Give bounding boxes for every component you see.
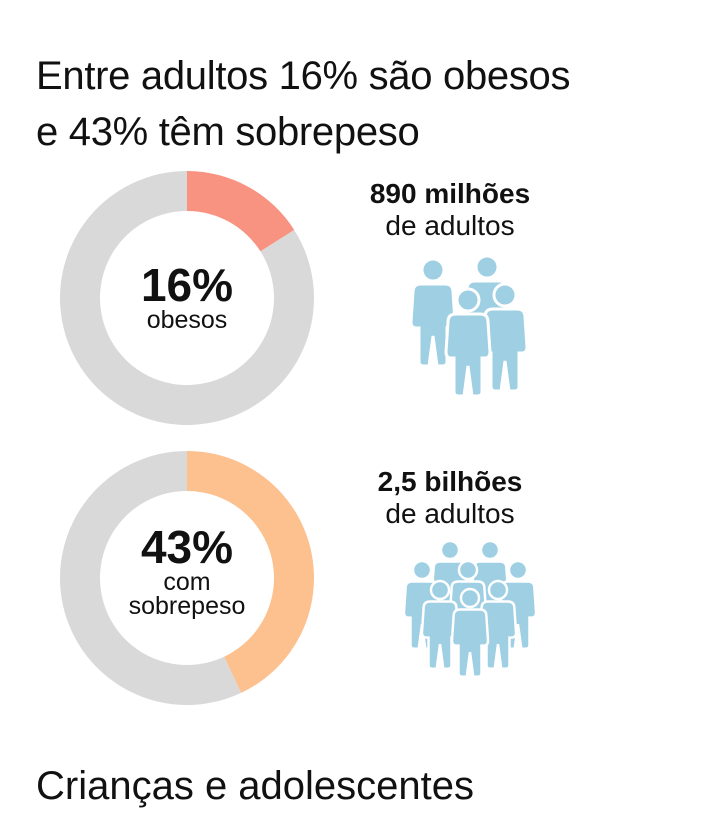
overweight-donut-chart (60, 451, 314, 705)
person-icon (444, 287, 492, 398)
title-line-2: e 43% têm sobrepeso (36, 110, 420, 154)
donut-rest-segment (60, 451, 242, 705)
obese-label: obesos (146, 306, 228, 334)
section-heading-children: Crianças e adolescentes (36, 764, 475, 808)
person-icon (409, 257, 457, 368)
obese-count-unit: de adultos (385, 210, 515, 241)
overweight-count-value: 2,5 bilhões (377, 466, 523, 497)
obese-count-value: 890 milhões (369, 178, 531, 209)
obese-count: 890 milhões de adultos (350, 178, 550, 242)
obese-center-label: 16% obesos (87, 259, 287, 334)
overweight-count: 2,5 bilhões de adultos (350, 466, 550, 530)
overweight-label-2: sobrepeso (128, 592, 246, 620)
obese-percent: 16% (140, 259, 234, 311)
person-icon (450, 587, 490, 678)
title-line-1: Entre adultos 16% são obesos (36, 54, 571, 98)
large-adults-group-icon (402, 539, 538, 678)
person-icon (481, 282, 529, 393)
donut-highlight-segment (187, 451, 314, 693)
person-icon (420, 579, 460, 670)
overweight-label-1: com (163, 568, 211, 596)
overweight-percent: 43% (140, 521, 234, 573)
donut-rest-segment (60, 171, 314, 425)
obese-donut-chart (60, 171, 314, 425)
adults-group-icon (409, 255, 529, 398)
overweight-count-unit: de adultos (385, 498, 515, 529)
person-icon (478, 579, 518, 670)
chart-title: Entre adultos 16% são obesos e 43% têm s… (36, 48, 570, 160)
overweight-center-label: 43% com sobrepeso (87, 521, 287, 620)
donut-highlight-segment (187, 171, 295, 252)
